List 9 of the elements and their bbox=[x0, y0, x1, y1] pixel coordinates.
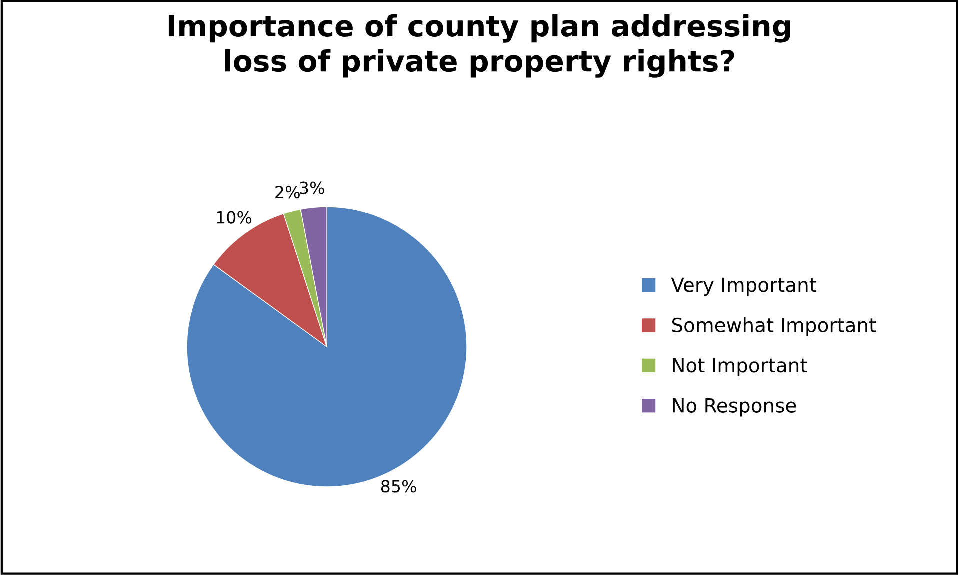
data-label: 10% bbox=[217, 211, 252, 224]
chart-title: Importance of county plan addressing loss of private property rights? bbox=[168, 14, 790, 78]
data-label: 3% bbox=[300, 182, 324, 194]
legend-label: No Response bbox=[673, 398, 796, 417]
legend-label: Somewhat Important bbox=[672, 317, 876, 336]
data-label: 85% bbox=[381, 480, 416, 493]
data-label: 2% bbox=[276, 186, 300, 199]
legend-label: Not Important bbox=[673, 358, 808, 377]
legend-label: Very Important bbox=[671, 278, 817, 296]
